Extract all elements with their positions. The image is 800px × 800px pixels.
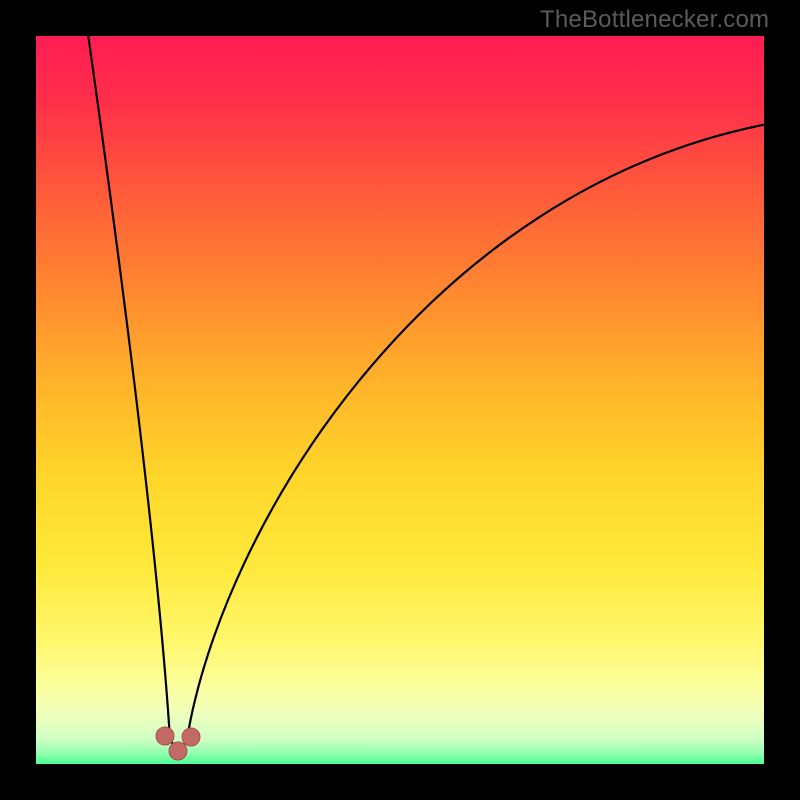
chart-border — [18, 18, 782, 782]
watermark-text: TheBottlenecker.com — [540, 6, 769, 34]
chart-stage: TheBottlenecker.com — [0, 0, 800, 800]
